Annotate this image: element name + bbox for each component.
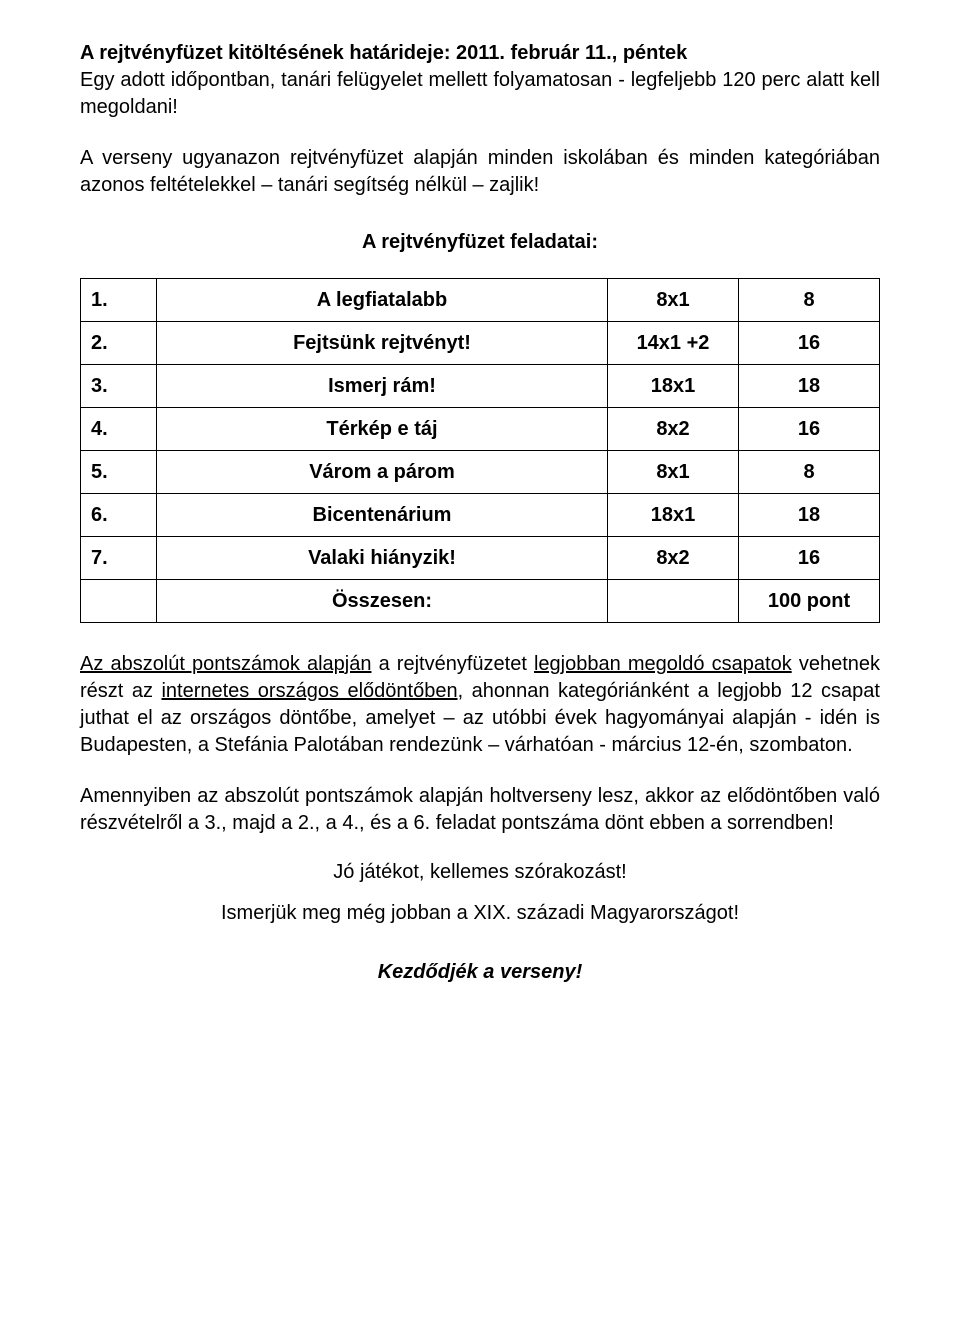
footer-line-3: Kezdődjék a verseny!: [80, 961, 880, 984]
task-points: 16: [739, 322, 880, 365]
task-title: Valaki hiányzik!: [157, 537, 608, 580]
task-title: Térkép e táj: [157, 408, 608, 451]
task-points: 8: [739, 451, 880, 494]
total-empty-2: [608, 580, 739, 623]
task-size: 18x1: [608, 365, 739, 408]
p3-underline-3: internetes országos elődöntőben: [161, 680, 457, 702]
total-value: 100 pont: [739, 580, 880, 623]
task-num: 1.: [81, 279, 157, 322]
task-title: Várom a párom: [157, 451, 608, 494]
document-page: A rejtvényfüzet kitöltésének határideje:…: [40, 0, 920, 1042]
task-size: 8x2: [608, 537, 739, 580]
footer-line-2: Ismerjük meg még jobban a XIX. századi M…: [80, 902, 880, 925]
task-num: 2.: [81, 322, 157, 365]
task-size: 8x2: [608, 408, 739, 451]
tasks-heading: A rejtvényfüzet feladatai:: [80, 231, 880, 254]
task-num: 3.: [81, 365, 157, 408]
task-points: 16: [739, 408, 880, 451]
p3-underline-1: Az abszolút pontszámok alapján: [80, 653, 371, 675]
table-row: 7.Valaki hiányzik!8x216: [81, 537, 880, 580]
total-empty-1: [81, 580, 157, 623]
table-row: 4.Térkép e táj8x216: [81, 408, 880, 451]
task-points: 18: [739, 365, 880, 408]
task-size: 18x1: [608, 494, 739, 537]
intro-paragraph-2: A verseny ugyanazon rejtvényfüzet alapjá…: [80, 145, 880, 199]
table-row-total: Összesen: 100 pont: [81, 580, 880, 623]
task-num: 7.: [81, 537, 157, 580]
task-size: 14x1 +2: [608, 322, 739, 365]
deadline-note: Egy adott időpontban, tanári felügyelet …: [80, 69, 880, 118]
p3-text-1: a rejtvényfüzetet: [371, 653, 534, 675]
task-num: 5.: [81, 451, 157, 494]
task-title: Bicentenárium: [157, 494, 608, 537]
task-size: 8x1: [608, 279, 739, 322]
tasks-table: 1.A legfiatalabb8x182.Fejtsünk rejtvényt…: [80, 278, 880, 623]
task-size: 8x1: [608, 451, 739, 494]
table-row: 6.Bicentenárium18x118: [81, 494, 880, 537]
task-title: Fejtsünk rejtvényt!: [157, 322, 608, 365]
tasks-tbody: 1.A legfiatalabb8x182.Fejtsünk rejtvényt…: [81, 279, 880, 623]
p3-underline-2: legjobban megoldó csapatok: [534, 653, 792, 675]
body-paragraph-4: Amennyiben az abszolút pontszámok alapjá…: [80, 783, 880, 837]
task-num: 6.: [81, 494, 157, 537]
body-paragraph-3: Az abszolút pontszámok alapján a rejtvén…: [80, 651, 880, 759]
task-num: 4.: [81, 408, 157, 451]
task-points: 18: [739, 494, 880, 537]
intro-paragraph-1: A rejtvényfüzet kitöltésének határideje:…: [80, 40, 880, 121]
table-row: 5.Várom a párom8x18: [81, 451, 880, 494]
task-points: 16: [739, 537, 880, 580]
table-row: 3.Ismerj rám!18x118: [81, 365, 880, 408]
total-label: Összesen:: [157, 580, 608, 623]
task-points: 8: [739, 279, 880, 322]
deadline-line: A rejtvényfüzet kitöltésének határideje:…: [80, 42, 687, 64]
table-row: 1.A legfiatalabb8x18: [81, 279, 880, 322]
task-title: A legfiatalabb: [157, 279, 608, 322]
task-title: Ismerj rám!: [157, 365, 608, 408]
table-row: 2.Fejtsünk rejtvényt!14x1 +216: [81, 322, 880, 365]
footer-line-1: Jó játékot, kellemes szórakozást!: [80, 861, 880, 884]
